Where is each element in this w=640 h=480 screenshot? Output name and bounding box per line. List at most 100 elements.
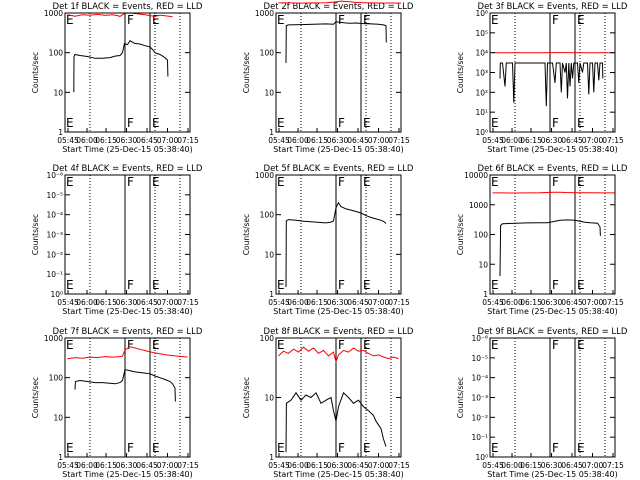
y-tick-label: 1 bbox=[58, 453, 63, 462]
x-tick-label: 06:30 bbox=[541, 136, 563, 145]
y-tick-label: 100 bbox=[474, 231, 489, 240]
marker-label-top-F: F bbox=[127, 338, 134, 352]
panel-det-1f: Det 1f BLACK = Events, RED = LLDFFEEEE11… bbox=[31, 2, 203, 154]
y-tick-label: 1 bbox=[269, 453, 274, 462]
marker-label-left-E: E bbox=[491, 13, 499, 27]
marker-label-F: F bbox=[552, 278, 559, 292]
y-tick-label: 10⁻⁶ bbox=[46, 171, 63, 180]
x-tick-label: 07:15 bbox=[177, 461, 199, 470]
x-tick-label: 06:45 bbox=[136, 298, 158, 307]
x-tick-label: 06:00 bbox=[501, 298, 523, 307]
marker-label-E: E bbox=[577, 278, 585, 292]
plot-frame bbox=[489, 337, 616, 458]
y-axis-label: Counts/sec bbox=[456, 214, 465, 255]
y-tick-label: 1 bbox=[58, 128, 63, 137]
marker-label-top-E: E bbox=[363, 13, 371, 27]
marker-label-left-bottom-E: E bbox=[491, 278, 499, 292]
plot-frame bbox=[64, 12, 191, 133]
y-tick-label: 1000 bbox=[44, 9, 63, 18]
marker-label-left-E: E bbox=[491, 338, 499, 352]
x-tick-label: 05:45 bbox=[57, 298, 79, 307]
marker-label-top-E: E bbox=[577, 175, 585, 189]
y-tick-label: 10 bbox=[53, 413, 63, 422]
x-tick-label: 06:15 bbox=[306, 461, 328, 470]
marker-label-top-E: E bbox=[363, 338, 371, 352]
marker-label-left-E: E bbox=[277, 175, 285, 189]
x-tick-label: 06:45 bbox=[347, 136, 369, 145]
x-tick-label: 07:00 bbox=[582, 136, 604, 145]
panel-title: Det 9f BLACK = Events, RED = LLD bbox=[478, 327, 628, 337]
x-tick-label: 06:15 bbox=[520, 136, 542, 145]
x-tick-label: 05:45 bbox=[57, 136, 79, 145]
marker-label-left-bottom-E: E bbox=[277, 116, 285, 130]
x-tick-label: 07:00 bbox=[582, 461, 604, 470]
plot-frame bbox=[64, 174, 191, 295]
y-tick-label: 10⁻¹ bbox=[46, 270, 63, 279]
x-tick-label: 07:15 bbox=[602, 461, 624, 470]
x-tick-label: 06:30 bbox=[327, 298, 349, 307]
x-tick-label: 06:15 bbox=[306, 298, 328, 307]
y-tick-label: 10 bbox=[53, 88, 63, 97]
marker-label-left-bottom-E: E bbox=[491, 441, 499, 455]
x-tick-label: 07:00 bbox=[157, 461, 179, 470]
x-tick-label: 06:30 bbox=[541, 298, 563, 307]
marker-label-left-bottom-E: E bbox=[491, 116, 499, 130]
x-tick-label: 07:15 bbox=[177, 136, 199, 145]
x-tick-label: 07:15 bbox=[388, 298, 410, 307]
y-axis-label: Counts/sec bbox=[456, 52, 465, 93]
x-axis-label: Start Time (25-Dec-15 05:38:40) bbox=[487, 307, 618, 316]
panel-det-3f: Det 3f BLACK = Events, RED = LLDFFEEEE10… bbox=[456, 2, 628, 154]
marker-label-top-F: F bbox=[552, 338, 559, 352]
y-axis-label: Counts/sec bbox=[31, 377, 40, 418]
x-tick-label: 06:45 bbox=[561, 298, 583, 307]
x-tick-label: 05:45 bbox=[482, 136, 504, 145]
marker-label-F: F bbox=[552, 116, 559, 130]
y-tick-label: 10⁻³ bbox=[471, 394, 488, 403]
y-tick-label: 10³ bbox=[475, 69, 488, 78]
marker-label-E: E bbox=[363, 116, 371, 130]
x-tick-label: 06:15 bbox=[520, 298, 542, 307]
marker-label-top-F: F bbox=[338, 175, 345, 189]
y-tick-label: 100 bbox=[260, 334, 275, 343]
y-tick-label: 10¹ bbox=[475, 108, 488, 117]
marker-label-F: F bbox=[338, 441, 345, 455]
marker-label-left-bottom-E: E bbox=[277, 441, 285, 455]
marker-label-top-E: E bbox=[152, 338, 160, 352]
x-tick-label: 05:45 bbox=[482, 298, 504, 307]
x-tick-label: 07:15 bbox=[177, 298, 199, 307]
y-tick-label: 1000 bbox=[255, 9, 274, 18]
panel-title: Det 8f BLACK = Events, RED = LLD bbox=[264, 327, 414, 337]
y-tick-label: 1000 bbox=[469, 201, 488, 210]
marker-label-left-bottom-E: E bbox=[66, 441, 74, 455]
marker-label-top-E: E bbox=[152, 175, 160, 189]
panel-det-7f: Det 7f BLACK = Events, RED = LLDFFEEEE11… bbox=[31, 327, 203, 479]
y-tick-label: 10⁶ bbox=[475, 9, 488, 18]
x-tick-label: 06:15 bbox=[306, 136, 328, 145]
panel-title: Det 4f BLACK = Events, RED = LLD bbox=[53, 164, 203, 174]
marker-label-left-E: E bbox=[277, 13, 285, 27]
y-tick-label: 10⁴ bbox=[475, 49, 488, 58]
panel-title: Det 6f BLACK = Events, RED = LLD bbox=[478, 164, 628, 174]
marker-label-top-E: E bbox=[577, 13, 585, 27]
y-tick-label: 10⁰ bbox=[50, 290, 63, 299]
marker-label-left-E: E bbox=[277, 338, 285, 352]
marker-label-left-E: E bbox=[66, 338, 74, 352]
y-tick-label: 1 bbox=[269, 290, 274, 299]
x-tick-label: 07:15 bbox=[388, 136, 410, 145]
marker-label-E: E bbox=[152, 278, 160, 292]
y-tick-label: 10 bbox=[264, 250, 274, 259]
marker-label-left-E: E bbox=[66, 175, 74, 189]
x-tick-label: 07:00 bbox=[368, 461, 390, 470]
panel-det-4f: Det 4f BLACK = Events, RED = LLDFFEEEE10… bbox=[31, 164, 203, 316]
y-tick-label: 10⁻² bbox=[471, 413, 488, 422]
y-axis-label: Counts/sec bbox=[456, 377, 465, 418]
x-axis-label: Start Time (25-Dec-15 05:38:40) bbox=[62, 145, 193, 154]
x-axis-label: Start Time (25-Dec-15 05:38:40) bbox=[62, 307, 193, 316]
marker-label-top-E: E bbox=[363, 175, 371, 189]
panel-title: Det 7f BLACK = Events, RED = LLD bbox=[53, 327, 203, 337]
y-axis-label: Counts/sec bbox=[242, 52, 251, 93]
x-tick-label: 05:45 bbox=[268, 298, 290, 307]
x-tick-label: 06:00 bbox=[76, 136, 98, 145]
series-line-events bbox=[499, 219, 601, 277]
